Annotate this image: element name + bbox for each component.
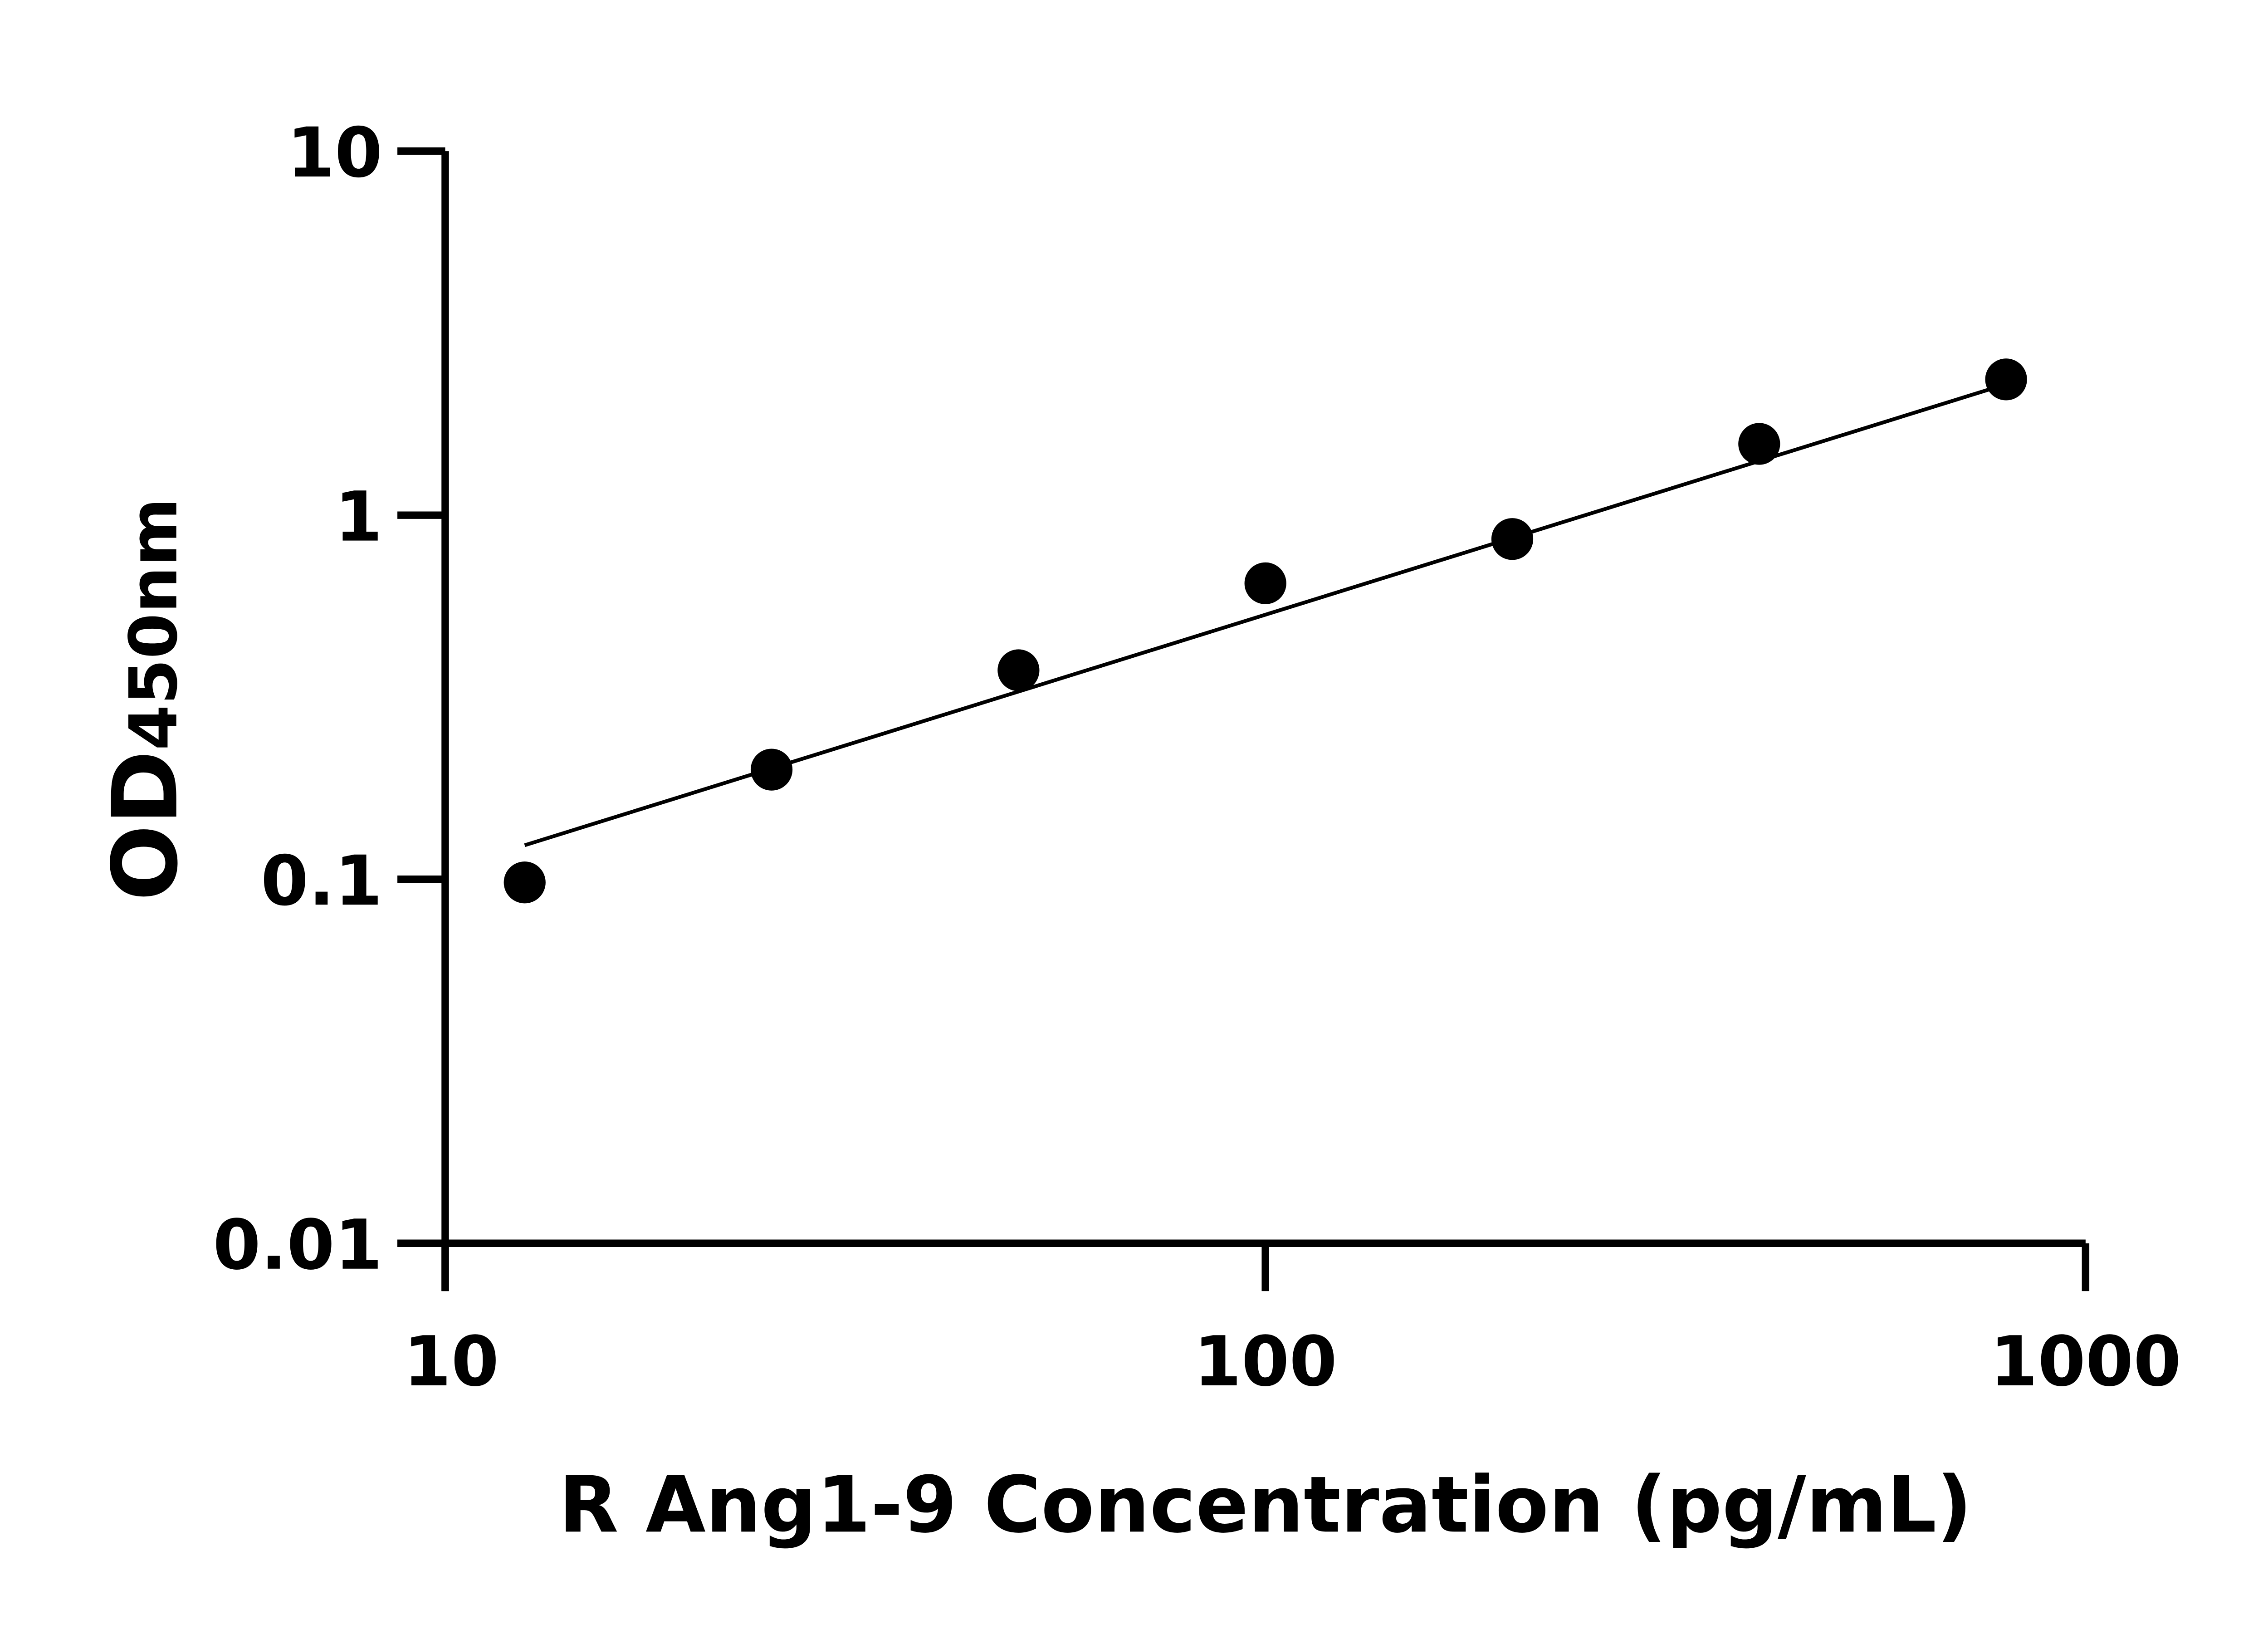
y-axis-label-main: OD: [93, 750, 198, 901]
x-tick-label: 1000: [1990, 1321, 2181, 1402]
y-tick-label: 1: [335, 477, 382, 557]
data-point: [750, 748, 793, 791]
data-point: [1244, 562, 1286, 604]
data-point: [1985, 358, 2027, 401]
axes: [397, 151, 2086, 1291]
ticks: 10 100 1000 0.01 0.1 1 10: [213, 113, 2181, 1402]
y-tick-label: 10: [287, 113, 382, 193]
data-point: [1738, 423, 1780, 465]
data-point: [997, 649, 1040, 691]
y-tick-label: 0.1: [261, 841, 382, 921]
fit-line: [524, 382, 2007, 847]
data-point: [1491, 518, 1534, 560]
x-axis-label: R Ang1-9 Concentration (pg/mL): [559, 1460, 1972, 1550]
y-axis-label-sub: 450nm: [116, 498, 192, 751]
data-point: [503, 861, 546, 904]
y-axis-label: OD450nm: [93, 498, 198, 901]
y-tick-label: 0.01: [213, 1205, 382, 1285]
x-tick-label: 10: [403, 1321, 499, 1402]
data-marks: [503, 358, 2027, 904]
x-tick-label: 100: [1194, 1321, 1337, 1402]
